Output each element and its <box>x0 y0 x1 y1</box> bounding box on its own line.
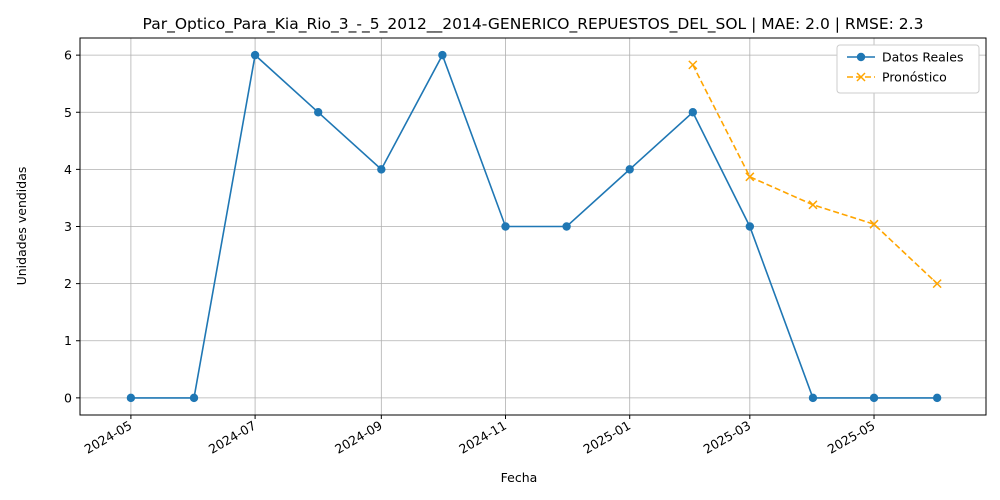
data-point <box>869 219 879 229</box>
series-2 <box>688 60 942 289</box>
series-1 <box>126 50 942 403</box>
data-point <box>625 165 634 174</box>
x-tick-label: 2024-09 <box>332 418 385 457</box>
x-tick-label: 2024-05 <box>82 418 135 457</box>
data-point <box>314 108 323 117</box>
series-layer <box>126 50 942 403</box>
y-tick-label: 5 <box>64 105 72 120</box>
legend-label: Pronóstico <box>882 70 947 85</box>
legend-entry: Datos Reales <box>847 50 963 65</box>
x-tick-label: 2025-03 <box>701 418 754 457</box>
x-axis-label: Fecha <box>501 470 538 485</box>
y-axis-ticks: 0 1 2 3 4 5 6 <box>64 48 80 405</box>
legend-marker <box>856 72 866 82</box>
chart-title: Par_Optico_Para_Kia_Rio_3_-_5_2012__2014… <box>143 15 924 34</box>
y-tick-label: 4 <box>64 162 72 177</box>
data-point <box>688 60 698 70</box>
series-line <box>130 53 938 399</box>
x-axis-ticks: 2024-05 2024-07 2024-09 2024-11 2025-01 2025-… <box>82 415 878 457</box>
x-tick-label: 2025-05 <box>825 418 878 457</box>
data-point <box>932 393 942 403</box>
data-point <box>745 222 755 231</box>
data-point <box>562 222 571 231</box>
data-point <box>501 222 510 231</box>
y-tick-label: 2 <box>64 276 72 291</box>
legend-label: Datos Reales <box>882 50 963 65</box>
legend: Datos Reales Pronóstico <box>836 44 980 94</box>
legend-entry: Pronóstico <box>847 70 947 85</box>
data-point <box>745 172 755 182</box>
y-tick-label: 0 <box>64 390 72 405</box>
data-point <box>688 108 698 117</box>
x-tick-label: 2024-07 <box>206 418 259 457</box>
legend-marker <box>856 52 866 62</box>
data-point <box>438 50 447 60</box>
data-point <box>932 279 942 289</box>
data-point <box>126 393 136 403</box>
data-point <box>808 200 818 210</box>
y-tick-label: 6 <box>64 48 72 63</box>
x-tick-label: 2024-11 <box>456 418 509 457</box>
y-tick-label: 1 <box>64 333 72 348</box>
data-point <box>250 50 260 60</box>
x-tick-label: 2025-01 <box>580 418 633 457</box>
data-point <box>869 393 879 403</box>
data-point <box>808 393 818 403</box>
y-tick-label: 3 <box>64 219 72 234</box>
data-point <box>189 393 199 403</box>
series-line <box>692 64 938 285</box>
y-axis-label: Unidades vendidas <box>14 167 29 286</box>
data-point <box>377 165 386 174</box>
